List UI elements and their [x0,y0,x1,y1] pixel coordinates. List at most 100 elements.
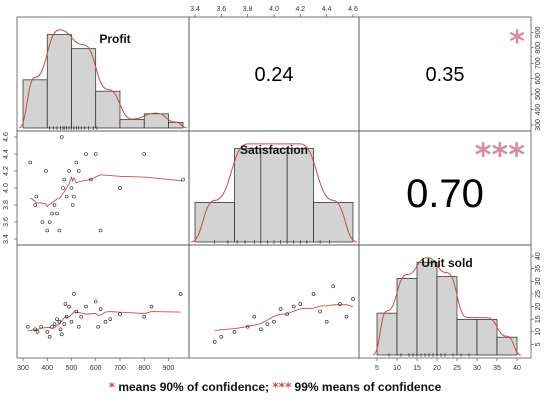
scatter-point [245,324,250,329]
tick-label: 400 [41,365,53,372]
tick-label: 30 [473,365,481,372]
tick-label: 30 [535,277,542,285]
significance-stars: * [509,25,525,60]
scatter-point [28,160,33,165]
scatter-point [212,340,217,344]
tick-label: 900 [163,365,175,372]
footnote-star-single: * [108,380,115,394]
tick-label: 600 [90,365,102,372]
tick-label: 15 [535,315,542,323]
tick-label: 10 [393,365,401,372]
tick-label: 15 [413,365,421,372]
density-curve [190,143,358,243]
tick-label: 3.6 [216,6,226,13]
scatter-point [74,160,79,165]
tick-label: 5 [535,342,542,346]
correlation-value: 0.35 [426,64,465,86]
scatter-point [72,194,76,199]
density-curve [18,29,188,129]
tick-label: 300 [535,119,542,131]
scatter-point [338,302,342,306]
panel-border [16,244,190,359]
scatter-point [69,319,74,324]
scatter-point [76,324,81,329]
tick-label: 800 [535,42,542,54]
scatter-point [44,169,48,173]
scatter-point [285,312,289,316]
scatter-point [52,203,57,207]
tick-label: 300 [17,365,29,372]
scatter-point [69,186,74,190]
histogram-bar [286,148,314,243]
tick-label: 4.0 [269,6,279,13]
histogram-bar [143,113,169,129]
tick-label: 10 [535,328,542,336]
tick-label: 3.6 [3,217,10,227]
footnote-text-99: 99% means of confidence [291,380,442,394]
tick-label: 4.6 [3,132,10,142]
scatter-point [178,292,183,296]
histogram-bar [396,278,418,356]
histogram-bar [234,148,262,243]
scatter-point [291,304,296,309]
scatter-point [45,329,50,334]
tick-label: 700 [535,57,542,69]
scatter-point [79,314,83,319]
scatter-point [351,297,355,301]
tick-label: 4.4 [322,6,332,13]
confidence-footnote: * means 90% of confidence; *** 99% means… [0,380,550,394]
scatter-point [118,186,122,190]
tick-label: 4.2 [295,6,305,13]
scatter-point [57,228,62,233]
scatter-point [272,319,276,324]
correlation-value: 0.70 [406,172,484,216]
scatter-point [181,177,185,182]
scatter-point [93,152,98,156]
tick-label: 3.4 [3,234,10,244]
scatter-point [232,329,237,334]
tick-label: 800 [138,365,150,372]
tick-label: 40 [513,365,521,372]
scatter-point [61,186,65,190]
scatter-point [84,304,88,309]
variable-name-label: Unit sold [421,256,472,270]
scatter-point [118,312,122,316]
scatter-point [324,319,329,324]
histogram-bar [71,48,97,129]
histogram-bar [46,34,72,129]
tick-label: 40 [535,252,542,260]
histogram-bar [194,201,235,243]
scatter-point [219,335,224,339]
scatter-point [50,324,54,329]
tick-label: 500 [535,88,542,100]
scatter-point [34,194,39,199]
scatter-point [26,324,30,329]
scatter-point [64,314,69,319]
scatter-point [76,169,81,173]
scatter-point [142,152,147,156]
tick-label: 4.6 [348,6,358,13]
scatter-point [70,203,75,207]
tick-label: 400 [535,104,542,116]
scatter-point [62,177,67,182]
tick-label: 25 [535,290,542,298]
tick-label: 700 [114,365,126,372]
tick-label: 3.8 [3,200,10,210]
scatter-point [98,307,103,311]
tick-label: 4.0 [3,183,10,193]
scatter-point [55,317,59,321]
tick-label: 5 [375,365,379,372]
tick-label: 900 [535,26,542,38]
smoother-line [30,174,184,208]
variable-name-label: Profit [99,32,130,46]
scatter-point [344,314,349,319]
scatter-point [89,177,93,182]
tick-label: 4.4 [3,149,10,159]
scatter-point [52,322,57,327]
scatter-point [265,322,270,327]
scatter-point [252,314,257,319]
scatter-point [259,327,263,332]
tick-label: 35 [493,365,501,372]
tick-label: 4.2 [3,166,10,176]
